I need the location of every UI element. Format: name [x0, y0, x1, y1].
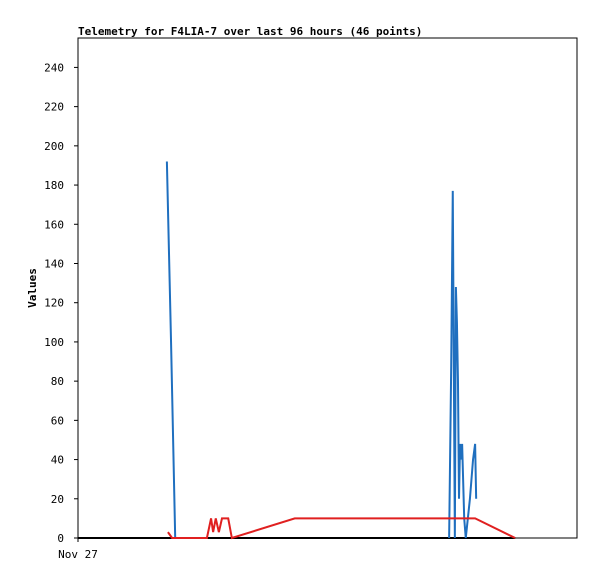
- y-tick-label: 60: [51, 414, 64, 427]
- y-tick-label: 0: [57, 532, 64, 545]
- y-axis-label: Values: [26, 268, 39, 308]
- chart-title: Telemetry for F4LIA-7 over last 96 hours…: [78, 25, 422, 38]
- y-tick-label: 240: [44, 61, 64, 74]
- y-tick-label: 160: [44, 218, 64, 231]
- series-line: [167, 517, 516, 540]
- y-tick-label: 120: [44, 297, 64, 310]
- y-tick-label: 180: [44, 179, 64, 192]
- y-tick-label: 80: [51, 375, 64, 388]
- y-tick-label: 100: [44, 336, 64, 349]
- y-tick-label: 220: [44, 101, 64, 114]
- series-line: [165, 161, 478, 539]
- y-tick-label: 140: [44, 257, 64, 270]
- x-tick-label: Nov 27: [58, 548, 98, 561]
- plot-frame: [77, 37, 578, 539]
- y-tick-label: 40: [51, 454, 64, 467]
- y-tick-label: 200: [44, 140, 64, 153]
- y-tick-label: 20: [51, 493, 64, 506]
